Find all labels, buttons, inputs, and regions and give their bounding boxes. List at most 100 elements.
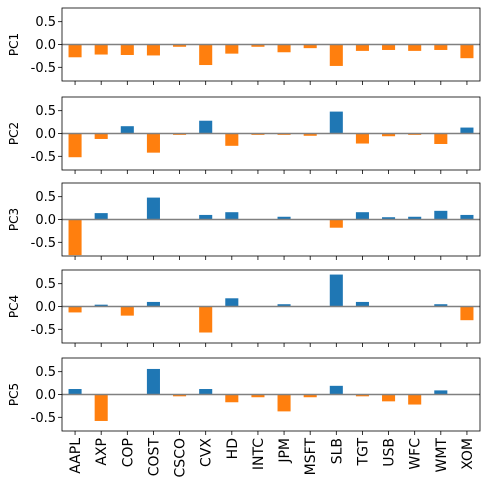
x-tick-label-jpm: JPM [277, 438, 293, 464]
bar-intc [251, 394, 265, 398]
bar-slb [329, 111, 343, 134]
y-axis-label: PC4 [7, 295, 21, 318]
panel-3: 0.5 0.0 -0.5 PC3 [7, 182, 481, 260]
x-tick-label-cop: COP [120, 438, 136, 467]
y-tick-label: -0.5 [31, 236, 56, 251]
bar-wmt [434, 304, 448, 307]
y-tick-label: -0.5 [31, 323, 56, 338]
bar-hd [225, 44, 239, 54]
bar-slb [329, 385, 343, 395]
x-tick-label-intc: INTC [251, 438, 267, 470]
y-tick-label: 0.5 [35, 365, 56, 380]
bar-hd [225, 298, 239, 307]
panel-4: 0.5 0.0 -0.5 PC4 [7, 269, 481, 347]
bar-wmt [434, 210, 448, 220]
bar-axp [94, 213, 108, 220]
bar-cop [120, 306, 134, 316]
bar-xom [460, 127, 474, 134]
bar-hd [225, 394, 239, 403]
bar-aapl [68, 133, 82, 158]
bar-wmt [434, 133, 448, 144]
y-tick-label: 0.5 [35, 15, 56, 30]
bar-axp [94, 44, 108, 55]
bar-slb [329, 44, 343, 66]
bar-cop [120, 44, 134, 55]
x-tick-label-axp: AXP [94, 438, 110, 466]
x-tick-label-msft: MSFT [303, 438, 319, 476]
y-tick-label: 0.5 [35, 190, 56, 205]
y-tick-label: -0.5 [31, 150, 56, 165]
bar-tgt [355, 212, 369, 220]
bar-wfc [408, 394, 422, 405]
y-tick-label: 0.0 [35, 38, 56, 53]
x-tick-label-cost: COST [146, 438, 162, 477]
bar-aapl [68, 44, 82, 58]
x-tick-label-tgt: TGT [355, 438, 371, 467]
y-tick-label: 0.0 [35, 300, 56, 315]
bar-wfc [408, 44, 422, 51]
bar-axp [94, 133, 108, 139]
bar-msft [303, 133, 317, 136]
bar-aapl [68, 219, 82, 256]
bar-cvx [199, 44, 213, 66]
bar-cost [146, 368, 160, 395]
bar-jpm [277, 394, 291, 412]
bar-slb [329, 219, 343, 228]
bar-cvx [199, 214, 213, 220]
bar-msft [303, 44, 317, 49]
bar-wfc [408, 216, 422, 220]
bar-xom [460, 214, 474, 220]
bar-wmt [434, 390, 448, 395]
bar-cvx [199, 120, 213, 134]
bar-msft [303, 394, 317, 398]
bar-cvx [199, 389, 213, 395]
bar-jpm [277, 304, 291, 307]
y-tick-label: 0.0 [35, 127, 56, 142]
x-tick-label-wfc: WFC [408, 438, 424, 470]
bar-jpm [277, 216, 291, 220]
bar-hd [225, 133, 239, 146]
bar-xom [460, 306, 474, 321]
x-tick-label-usb: USB [382, 438, 398, 467]
bar-csco [173, 394, 187, 397]
y-tick-label: 0.0 [35, 388, 56, 403]
y-tick-label: 0.5 [35, 104, 56, 119]
y-axis-label: PC2 [7, 122, 21, 145]
x-tick-label-wmt: WMT [434, 438, 450, 473]
bar-slb [329, 274, 343, 307]
x-tick-label-hd: HD [225, 438, 241, 459]
y-axis-label: PC5 [7, 383, 21, 406]
y-axis-label: PC3 [7, 208, 21, 231]
bar-cvx [199, 306, 213, 333]
x-tick-label-aapl: AAPL [68, 438, 84, 474]
bar-usb [382, 133, 396, 137]
panel-1: 0.5 0.0 -0.5 PC1 [7, 7, 481, 85]
panel-2: 0.5 0.0 -0.5 PC2 [7, 96, 481, 174]
bar-cost [146, 197, 160, 220]
bar-cost [146, 301, 160, 307]
bar-tgt [355, 44, 369, 51]
bar-jpm [277, 44, 291, 53]
bar-axp [94, 304, 108, 307]
y-tick-label: 0.5 [35, 277, 56, 292]
bar-tgt [355, 301, 369, 307]
bar-tgt [355, 394, 369, 397]
bar-cost [146, 133, 160, 153]
bar-axp [94, 394, 108, 421]
bar-intc [251, 44, 265, 47]
y-tick-label: 0.0 [35, 213, 56, 228]
bar-csco [173, 44, 187, 47]
bar-usb [382, 217, 396, 220]
x-tick-label-cvx: CVX [199, 438, 215, 467]
bar-wmt [434, 44, 448, 50]
y-axis-label: PC1 [7, 33, 21, 56]
bar-aapl [68, 389, 82, 395]
y-tick-label: -0.5 [31, 411, 56, 426]
bar-cop [120, 126, 134, 134]
y-tick-label: -0.5 [31, 61, 56, 76]
x-tick-label-slb: SLB [329, 438, 345, 464]
bar-cost [146, 44, 160, 56]
bar-usb [382, 394, 396, 402]
x-tick-label-xom: XOM [460, 438, 476, 470]
